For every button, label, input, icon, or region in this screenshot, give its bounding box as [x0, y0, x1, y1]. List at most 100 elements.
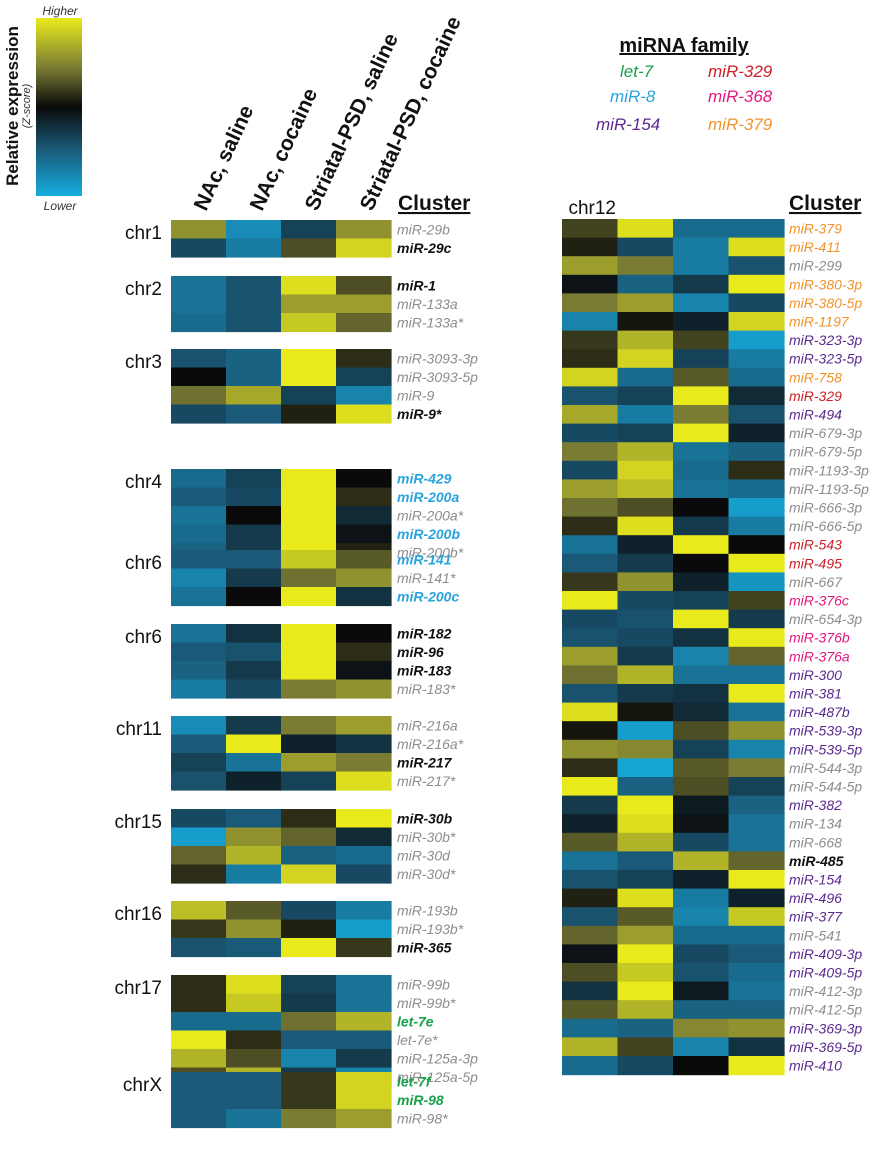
heatmap-cell [281, 367, 337, 387]
mirna-label: miR-1 [397, 277, 436, 293]
family-legend-title: miRNA family [619, 35, 749, 57]
heatmap-cell [728, 721, 785, 741]
heatmap-cell [673, 330, 730, 350]
mirna-label: miR-485 [789, 853, 844, 869]
heatmap-cell [617, 665, 674, 685]
heatmap-cell [336, 846, 392, 866]
legend-higher-label: Higher [42, 4, 78, 18]
heatmap-cell [281, 469, 337, 489]
heatmap-cell [226, 624, 282, 644]
heatmap-cell [226, 487, 282, 507]
chromosome-label: chr3 [125, 352, 162, 373]
heatmap-cell [226, 1109, 282, 1129]
heatmap-cell [281, 661, 337, 681]
heatmap-cell [728, 219, 785, 239]
heatmap-cell [562, 423, 619, 443]
heatmap-cell [226, 846, 282, 866]
family-legend-item: miR-154 [596, 115, 660, 134]
mirna-label: miR-154 [789, 872, 842, 888]
heatmap-cell [728, 535, 785, 555]
heatmap-cell [226, 901, 282, 921]
mirna-label: miR-758 [789, 369, 842, 385]
color-scale-legend: Higher Lower Relative expression (Z-scor… [3, 4, 82, 213]
heatmap-cell [562, 1000, 619, 1020]
heatmap-cell [728, 665, 785, 685]
heatmap-cell [171, 1030, 227, 1050]
heatmap-cell [673, 293, 730, 313]
family-legend-item: miR-8 [610, 87, 656, 106]
heatmap-cell [562, 739, 619, 759]
heatmap-cell [617, 367, 674, 387]
mirna-label: miR-98* [397, 1110, 448, 1126]
mirna-label: miR-200b* [397, 544, 464, 560]
mirna-label: miR-495 [789, 555, 842, 571]
chromosome-label: chrX [123, 1075, 162, 1096]
heatmap-cell [617, 721, 674, 741]
mirna-label: miR-380-3p [789, 276, 862, 292]
heatmap-cell [562, 405, 619, 425]
mirna-label: let-7e [397, 1013, 434, 1029]
heatmap-cell [562, 721, 619, 741]
mirna-label: miR-496 [789, 890, 842, 906]
heatmap-cell [171, 220, 227, 240]
heatmap-cell [281, 827, 337, 847]
chromosome-label: chr17 [114, 978, 162, 999]
heatmap-cell [336, 524, 392, 544]
heatmap-cells [171, 219, 785, 1129]
heatmap-cell [171, 938, 227, 958]
heatmap-cell [728, 609, 785, 629]
heatmap-cell [562, 981, 619, 1001]
mirna-label: miR-381 [789, 686, 842, 702]
heatmap-cell [562, 479, 619, 499]
heatmap-cell [336, 901, 392, 921]
heatmap-cell [617, 646, 674, 666]
heatmap-cell [673, 684, 730, 704]
heatmap-cell [171, 975, 227, 995]
mirna-label: miR-409-3p [789, 946, 862, 962]
heatmap-cell [617, 274, 674, 294]
heatmap-cell [281, 716, 337, 736]
heatmap-cell [673, 628, 730, 648]
heatmap-cell [728, 479, 785, 499]
heatmap-cell [171, 771, 227, 791]
heatmap-cell [281, 487, 337, 507]
heatmap-cell [336, 587, 392, 607]
heatmap-cell [562, 256, 619, 276]
heatmap-cell [728, 739, 785, 759]
heatmap-cell [728, 1037, 785, 1057]
heatmap-cell [336, 642, 392, 662]
heatmap-cell [562, 591, 619, 611]
heatmap-cell [728, 349, 785, 369]
heatmap-cell [226, 864, 282, 884]
heatmap-cell [336, 1030, 392, 1050]
heatmap-cell [336, 550, 392, 570]
heatmap-cell [673, 553, 730, 573]
heatmap-cell [673, 1056, 730, 1076]
heatmap-cell [562, 442, 619, 462]
mirna-label: miR-217 [397, 754, 453, 770]
heatmap-cell [281, 975, 337, 995]
mirna-label: miR-96 [397, 644, 444, 660]
heatmap-cell [728, 553, 785, 573]
heatmap-cell [226, 993, 282, 1013]
heatmap-cell [673, 814, 730, 834]
heatmap-cell [281, 386, 337, 406]
heatmap-cell [562, 646, 619, 666]
heatmap-cell [728, 888, 785, 908]
heatmap-cell [617, 237, 674, 257]
mirna-label: miR-133a* [397, 314, 464, 330]
mirna-label: miR-679-3p [789, 425, 862, 441]
heatmap-cell [171, 642, 227, 662]
heatmap-cell [617, 795, 674, 815]
mirna-label: miR-141 [397, 551, 452, 567]
heatmap-cell [171, 404, 227, 424]
heatmap-cell [728, 777, 785, 797]
mirna-label: miR-365 [397, 939, 452, 955]
heatmap-cell [226, 1090, 282, 1110]
mirna-label: miR-412-3p [789, 983, 862, 999]
heatmap-cell [617, 870, 674, 890]
heatmap-cell [673, 795, 730, 815]
heatmap-cell [562, 274, 619, 294]
heatmap-cell [226, 220, 282, 240]
heatmap-cell [171, 1012, 227, 1032]
